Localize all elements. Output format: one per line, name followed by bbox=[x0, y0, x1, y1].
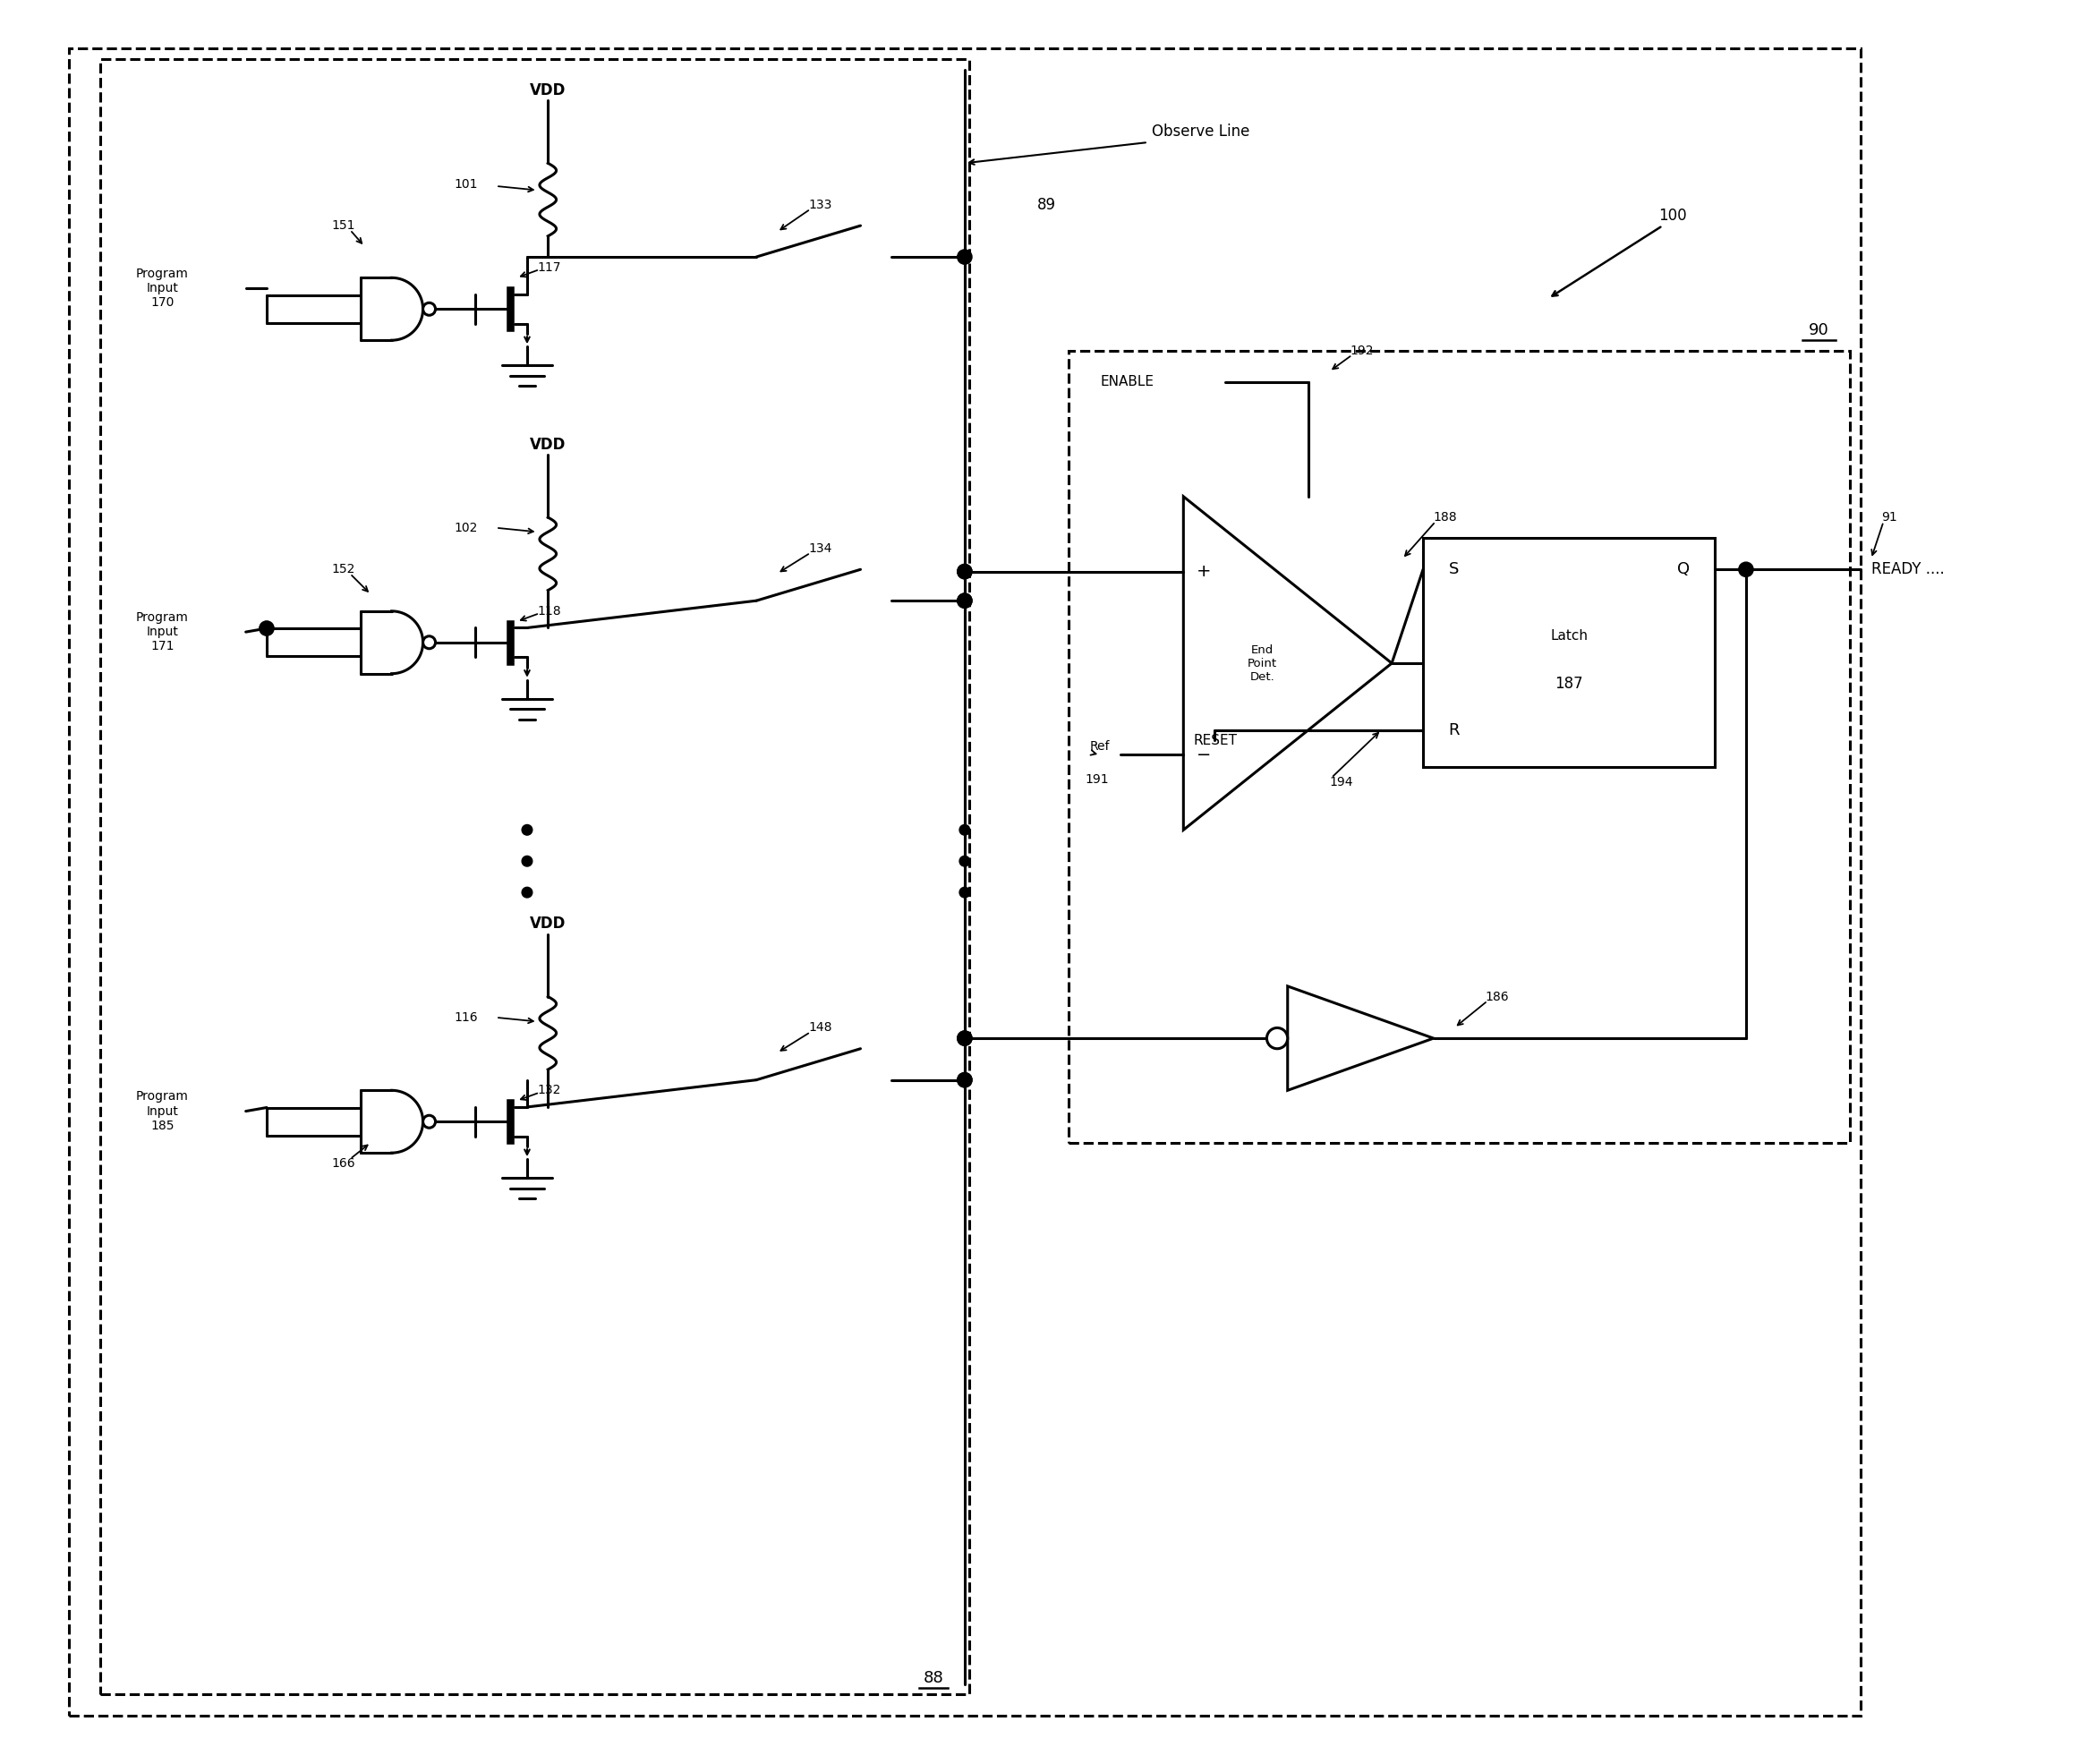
Bar bbox=[69, 49, 1861, 1715]
Text: 91: 91 bbox=[1882, 512, 1897, 524]
Text: 102: 102 bbox=[455, 522, 478, 534]
Circle shape bbox=[958, 1030, 973, 1046]
Text: ENABLE: ENABLE bbox=[1100, 376, 1153, 388]
Circle shape bbox=[960, 856, 970, 866]
Text: VDD: VDD bbox=[530, 916, 566, 931]
Text: Program
Input
171: Program Input 171 bbox=[136, 610, 189, 653]
Text: S: S bbox=[1448, 561, 1459, 577]
Circle shape bbox=[1740, 563, 1752, 577]
Text: Ref: Ref bbox=[1090, 741, 1109, 753]
Circle shape bbox=[958, 1073, 973, 1087]
Text: 90: 90 bbox=[1809, 321, 1830, 339]
Text: 133: 133 bbox=[809, 199, 832, 212]
Text: 187: 187 bbox=[1555, 676, 1582, 691]
Text: Program
Input
170: Program Input 170 bbox=[136, 268, 189, 309]
Text: 88: 88 bbox=[922, 1671, 943, 1686]
Text: Latch: Latch bbox=[1551, 630, 1587, 642]
Text: −: − bbox=[1197, 746, 1211, 764]
Text: 101: 101 bbox=[455, 178, 478, 191]
Bar bbox=[1423, 538, 1715, 767]
Text: Q: Q bbox=[1677, 561, 1689, 577]
Text: 134: 134 bbox=[809, 542, 832, 556]
Text: 152: 152 bbox=[331, 563, 356, 575]
Circle shape bbox=[522, 887, 532, 898]
Text: 194: 194 bbox=[1329, 776, 1354, 789]
Text: 166: 166 bbox=[331, 1157, 356, 1170]
Text: 186: 186 bbox=[1486, 990, 1509, 1004]
Text: 188: 188 bbox=[1434, 512, 1457, 524]
Text: 132: 132 bbox=[537, 1085, 562, 1097]
Text: RESET: RESET bbox=[1195, 734, 1239, 746]
Text: +: + bbox=[1197, 563, 1211, 580]
Text: 191: 191 bbox=[1086, 774, 1109, 787]
Text: 192: 192 bbox=[1350, 344, 1373, 356]
Text: R: R bbox=[1448, 721, 1461, 737]
Text: 151: 151 bbox=[331, 219, 356, 231]
Text: End
Point
Det.: End Point Det. bbox=[1247, 644, 1276, 683]
Circle shape bbox=[958, 250, 973, 265]
Text: Program
Input
185: Program Input 185 bbox=[136, 1090, 189, 1132]
Bar bbox=[101, 58, 968, 1695]
Circle shape bbox=[960, 887, 970, 898]
Text: 100: 100 bbox=[1658, 206, 1687, 224]
Circle shape bbox=[958, 1073, 973, 1087]
Circle shape bbox=[522, 826, 532, 834]
Text: 148: 148 bbox=[809, 1021, 832, 1034]
Circle shape bbox=[960, 826, 970, 834]
Text: 117: 117 bbox=[537, 261, 562, 273]
Text: VDD: VDD bbox=[530, 83, 566, 99]
Circle shape bbox=[423, 1115, 436, 1127]
Circle shape bbox=[522, 856, 532, 866]
Circle shape bbox=[1266, 1028, 1287, 1048]
Circle shape bbox=[423, 637, 436, 649]
Text: Observe Line: Observe Line bbox=[1153, 123, 1249, 139]
Text: VDD: VDD bbox=[530, 436, 566, 453]
Circle shape bbox=[958, 1030, 973, 1046]
Circle shape bbox=[958, 564, 973, 579]
Circle shape bbox=[958, 593, 973, 609]
Text: READY ....: READY .... bbox=[1872, 561, 1945, 577]
Circle shape bbox=[260, 621, 275, 635]
Circle shape bbox=[958, 564, 973, 579]
Text: 118: 118 bbox=[537, 605, 562, 617]
Text: 89: 89 bbox=[1038, 198, 1056, 213]
Bar bbox=[1069, 351, 1851, 1143]
Text: 116: 116 bbox=[455, 1011, 478, 1023]
Circle shape bbox=[958, 593, 973, 609]
Circle shape bbox=[423, 303, 436, 316]
